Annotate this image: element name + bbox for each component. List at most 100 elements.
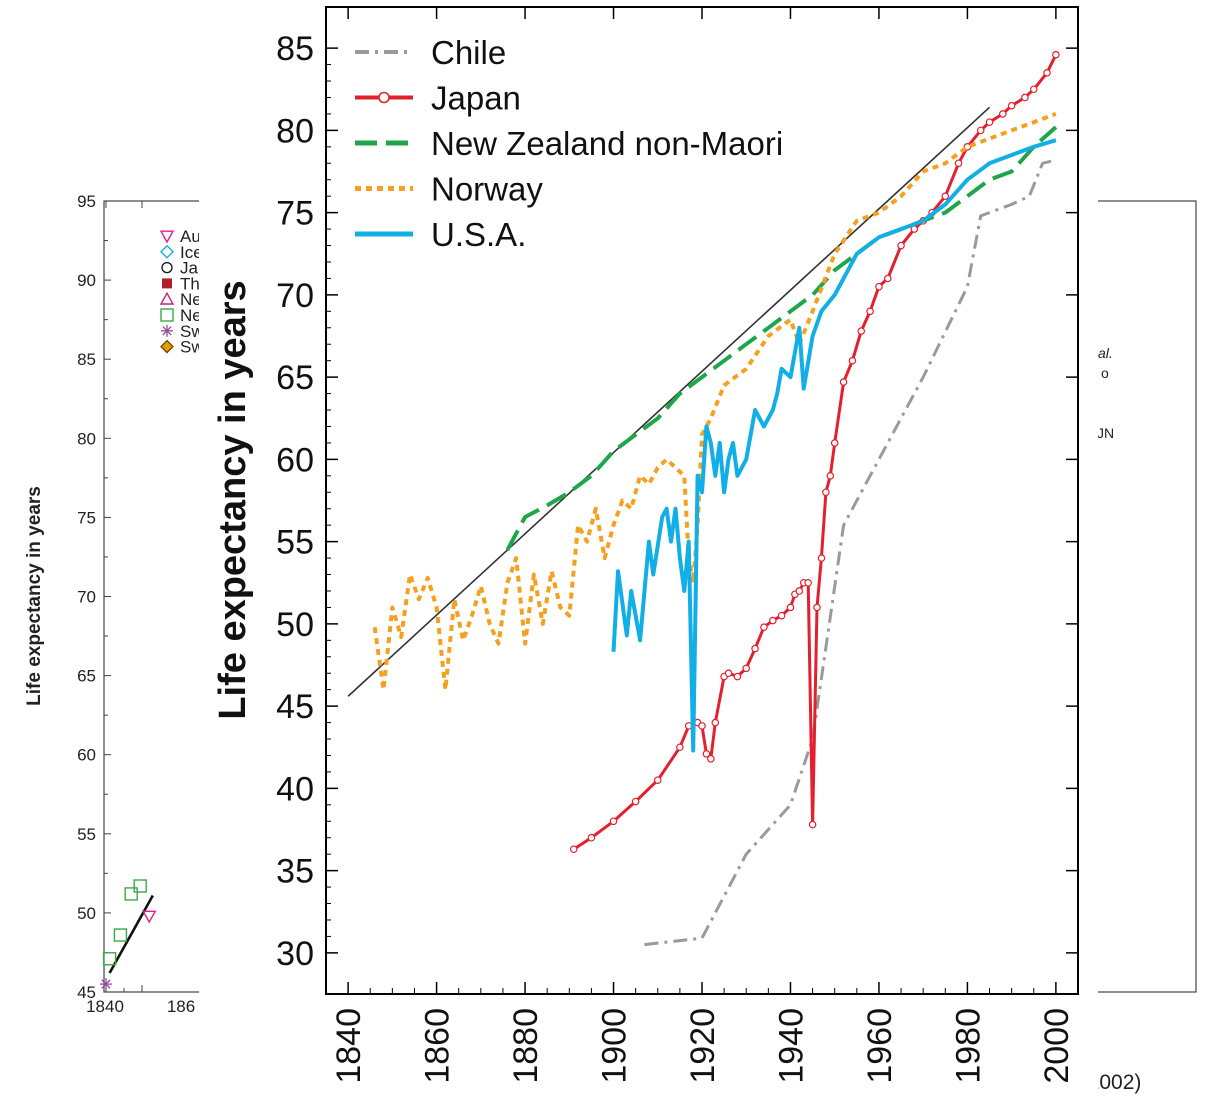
bg-legend-label: Ja [180,259,199,278]
bg-data-point [102,952,117,966]
data-point-japan [569,845,578,854]
series-line-japan [572,54,1058,851]
bg-y-tick-label: 55 [77,825,96,844]
fg-y-axis-label: Life expectancy in years [212,280,254,719]
data-point-japan [795,587,804,595]
bg-y-tick-label: 70 [77,588,96,607]
bg-legend-label: Ice [180,243,203,262]
asterisk-stroke [162,326,172,336]
data-point-japan [733,672,742,681]
bg-legend-marker [160,244,174,259]
fg-plot-frame [325,6,1079,995]
data-point-japan [1043,69,1051,77]
fg-x-tick-label: 1900 [596,1008,634,1084]
data-point-japan [976,126,985,135]
data-point-japan [817,554,826,562]
bg-legend-marker [162,278,172,289]
data-point-japan [786,603,795,612]
legend-label: Japan [431,80,521,117]
bg-y-tick-label: 90 [77,271,96,290]
bg-data-point [124,887,138,901]
fg-y-tick-label: 60 [276,441,314,479]
data-point-japan [631,797,640,806]
data-point-japan [707,754,715,763]
bg-legend-label: Sw [180,322,204,341]
data-point-japan [804,578,812,587]
bg-legend-label: Sw [180,338,204,357]
bg-legend-marker [161,324,173,337]
data-point-japan [985,118,994,126]
fg-x-tick-label: 1880 [507,1008,545,1084]
bg-y-tick-label: 60 [77,746,96,765]
data-point-japan [698,722,706,730]
bg-x-tick-label: 1840 [86,997,124,1016]
data-point-japan [830,439,839,447]
data-point-japan [897,241,905,250]
bg-y-tick-label: 95 [77,192,96,211]
fg-x-tick-label: 1920 [684,1008,722,1084]
bg-y-tick-label: 65 [77,667,96,686]
bg-caption-fragment: al. [1098,345,1113,361]
legend-item: U.S.A. [355,216,526,253]
fg-y-tick-label: 40 [276,770,314,808]
series-line-new-zealand-non-maori [505,125,1058,551]
fg-y-tick-label: 65 [276,359,314,397]
bg-data-point [100,978,112,991]
data-point-japan [702,750,711,758]
fg-x-tick-label: 1980 [949,1008,987,1084]
bg-y-axis-label: Life expectancy in years [24,486,45,706]
data-point-japan [1021,93,1029,102]
bg-trend-line [108,894,154,974]
fg-x-tick-label: 1840 [330,1008,368,1084]
fg-x-tick-label: 1960 [861,1008,899,1084]
data-point-japan [1029,85,1038,94]
data-point-japan [941,192,950,200]
bg-caption-fragment: o [1101,365,1109,381]
fg-y-tick-label: 55 [276,524,314,562]
bg-y-tick-label: 80 [77,429,96,448]
data-point-japan [711,718,720,727]
data-point-japan [777,611,786,620]
bg-y-tick-label: 75 [77,508,96,527]
fg-y-tick-label: 80 [276,112,314,150]
data-point-japan [724,669,733,678]
legend-item: New Zealand non-Maori [355,125,783,162]
legend-swatch-marker [378,91,390,104]
fg-y-tick-label: 85 [276,30,314,68]
bg-legend-marker [159,291,175,305]
legend-label: Norway [431,171,543,208]
data-point-japan [875,282,883,291]
bg-legend-label: Au [180,227,201,246]
bg-legend-label: Ne [180,290,202,309]
data-point-japan [587,833,596,842]
legend-label: U.S.A. [431,216,526,253]
legend-item: Japan [355,80,521,117]
data-point-japan [813,603,821,612]
data-point-japan [751,644,759,653]
bg-y-tick-label: 45 [77,983,96,1002]
bg-legend-label: Th [180,274,200,293]
bg-legend-marker [161,261,173,274]
data-point-japan [857,327,866,335]
data-point-japan [839,378,848,386]
asterisk-stroke [101,979,111,989]
data-point-japan [760,623,768,631]
series-line-u-s-a [611,138,1057,753]
bg-caption-fragment: JN [1097,425,1114,441]
data-point-japan [998,110,1007,118]
fg-x-tick-label: 2000 [1038,1008,1076,1084]
fg-trend-line [347,106,991,697]
data-point-japan [653,776,662,784]
bg-legend-marker [160,339,174,354]
fg-y-tick-label: 45 [276,688,314,726]
data-point-japan [954,159,963,168]
data-point-japan [742,664,751,673]
legend-item: Norway [355,171,543,208]
bg-legend-label: Ne [180,306,202,325]
data-point-japan [808,820,817,829]
legend-label: New Zealand non-Maori [431,125,783,162]
fg-y-tick-label: 35 [276,853,314,891]
data-point-japan [883,274,892,283]
data-point-japan [676,743,684,752]
